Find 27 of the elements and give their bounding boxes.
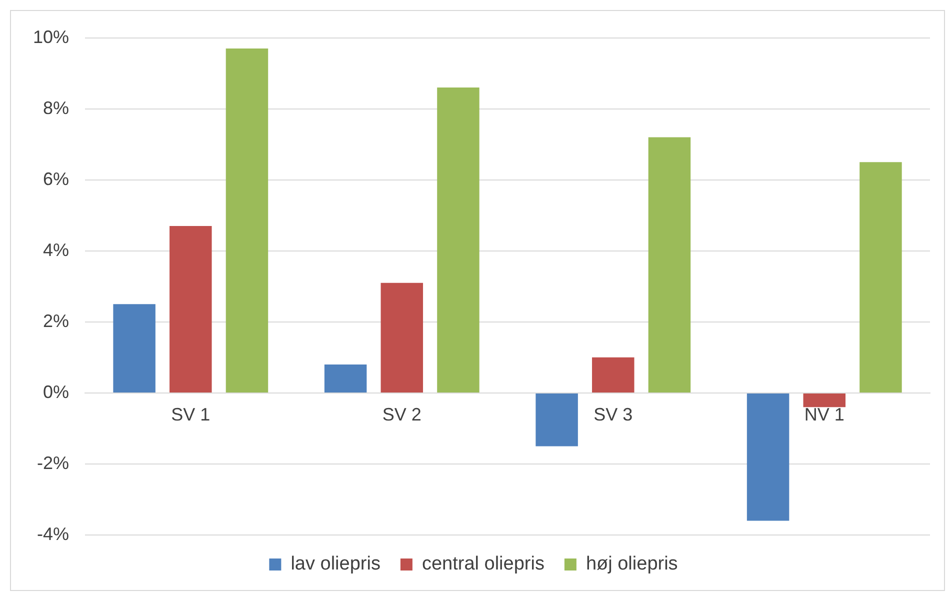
- x-tick-label: SV 1: [171, 404, 210, 425]
- bar: [536, 393, 578, 446]
- bar: [437, 88, 480, 392]
- bar: [380, 282, 424, 392]
- y-tick-label: 6%: [43, 168, 70, 189]
- legend-label: høj oliepris: [586, 554, 678, 575]
- bar: [648, 137, 691, 392]
- bar: [860, 162, 902, 392]
- bar: [226, 48, 268, 392]
- y-tick-label: 2%: [43, 310, 70, 331]
- y-tick-label: 8%: [43, 98, 70, 118]
- y-tick-label: 0%: [43, 382, 70, 402]
- bar: [324, 364, 367, 392]
- bar: [746, 393, 790, 521]
- bar: [113, 304, 156, 392]
- legend-label: central oliepris: [422, 554, 544, 575]
- bar: [803, 393, 846, 408]
- bar: [592, 357, 634, 392]
- y-tick-label: 4%: [43, 240, 70, 260]
- x-tick-label: NV 1: [804, 404, 844, 425]
- y-tick-label: 10%: [32, 26, 70, 47]
- y-tick-label: -4%: [37, 524, 70, 544]
- x-tick-label: SV 3: [594, 404, 633, 425]
- bar: [170, 226, 212, 392]
- legend-label: lav oliepris: [290, 554, 380, 575]
- x-tick-label: SV 2: [382, 404, 422, 425]
- y-tick-label: -2%: [37, 452, 70, 473]
